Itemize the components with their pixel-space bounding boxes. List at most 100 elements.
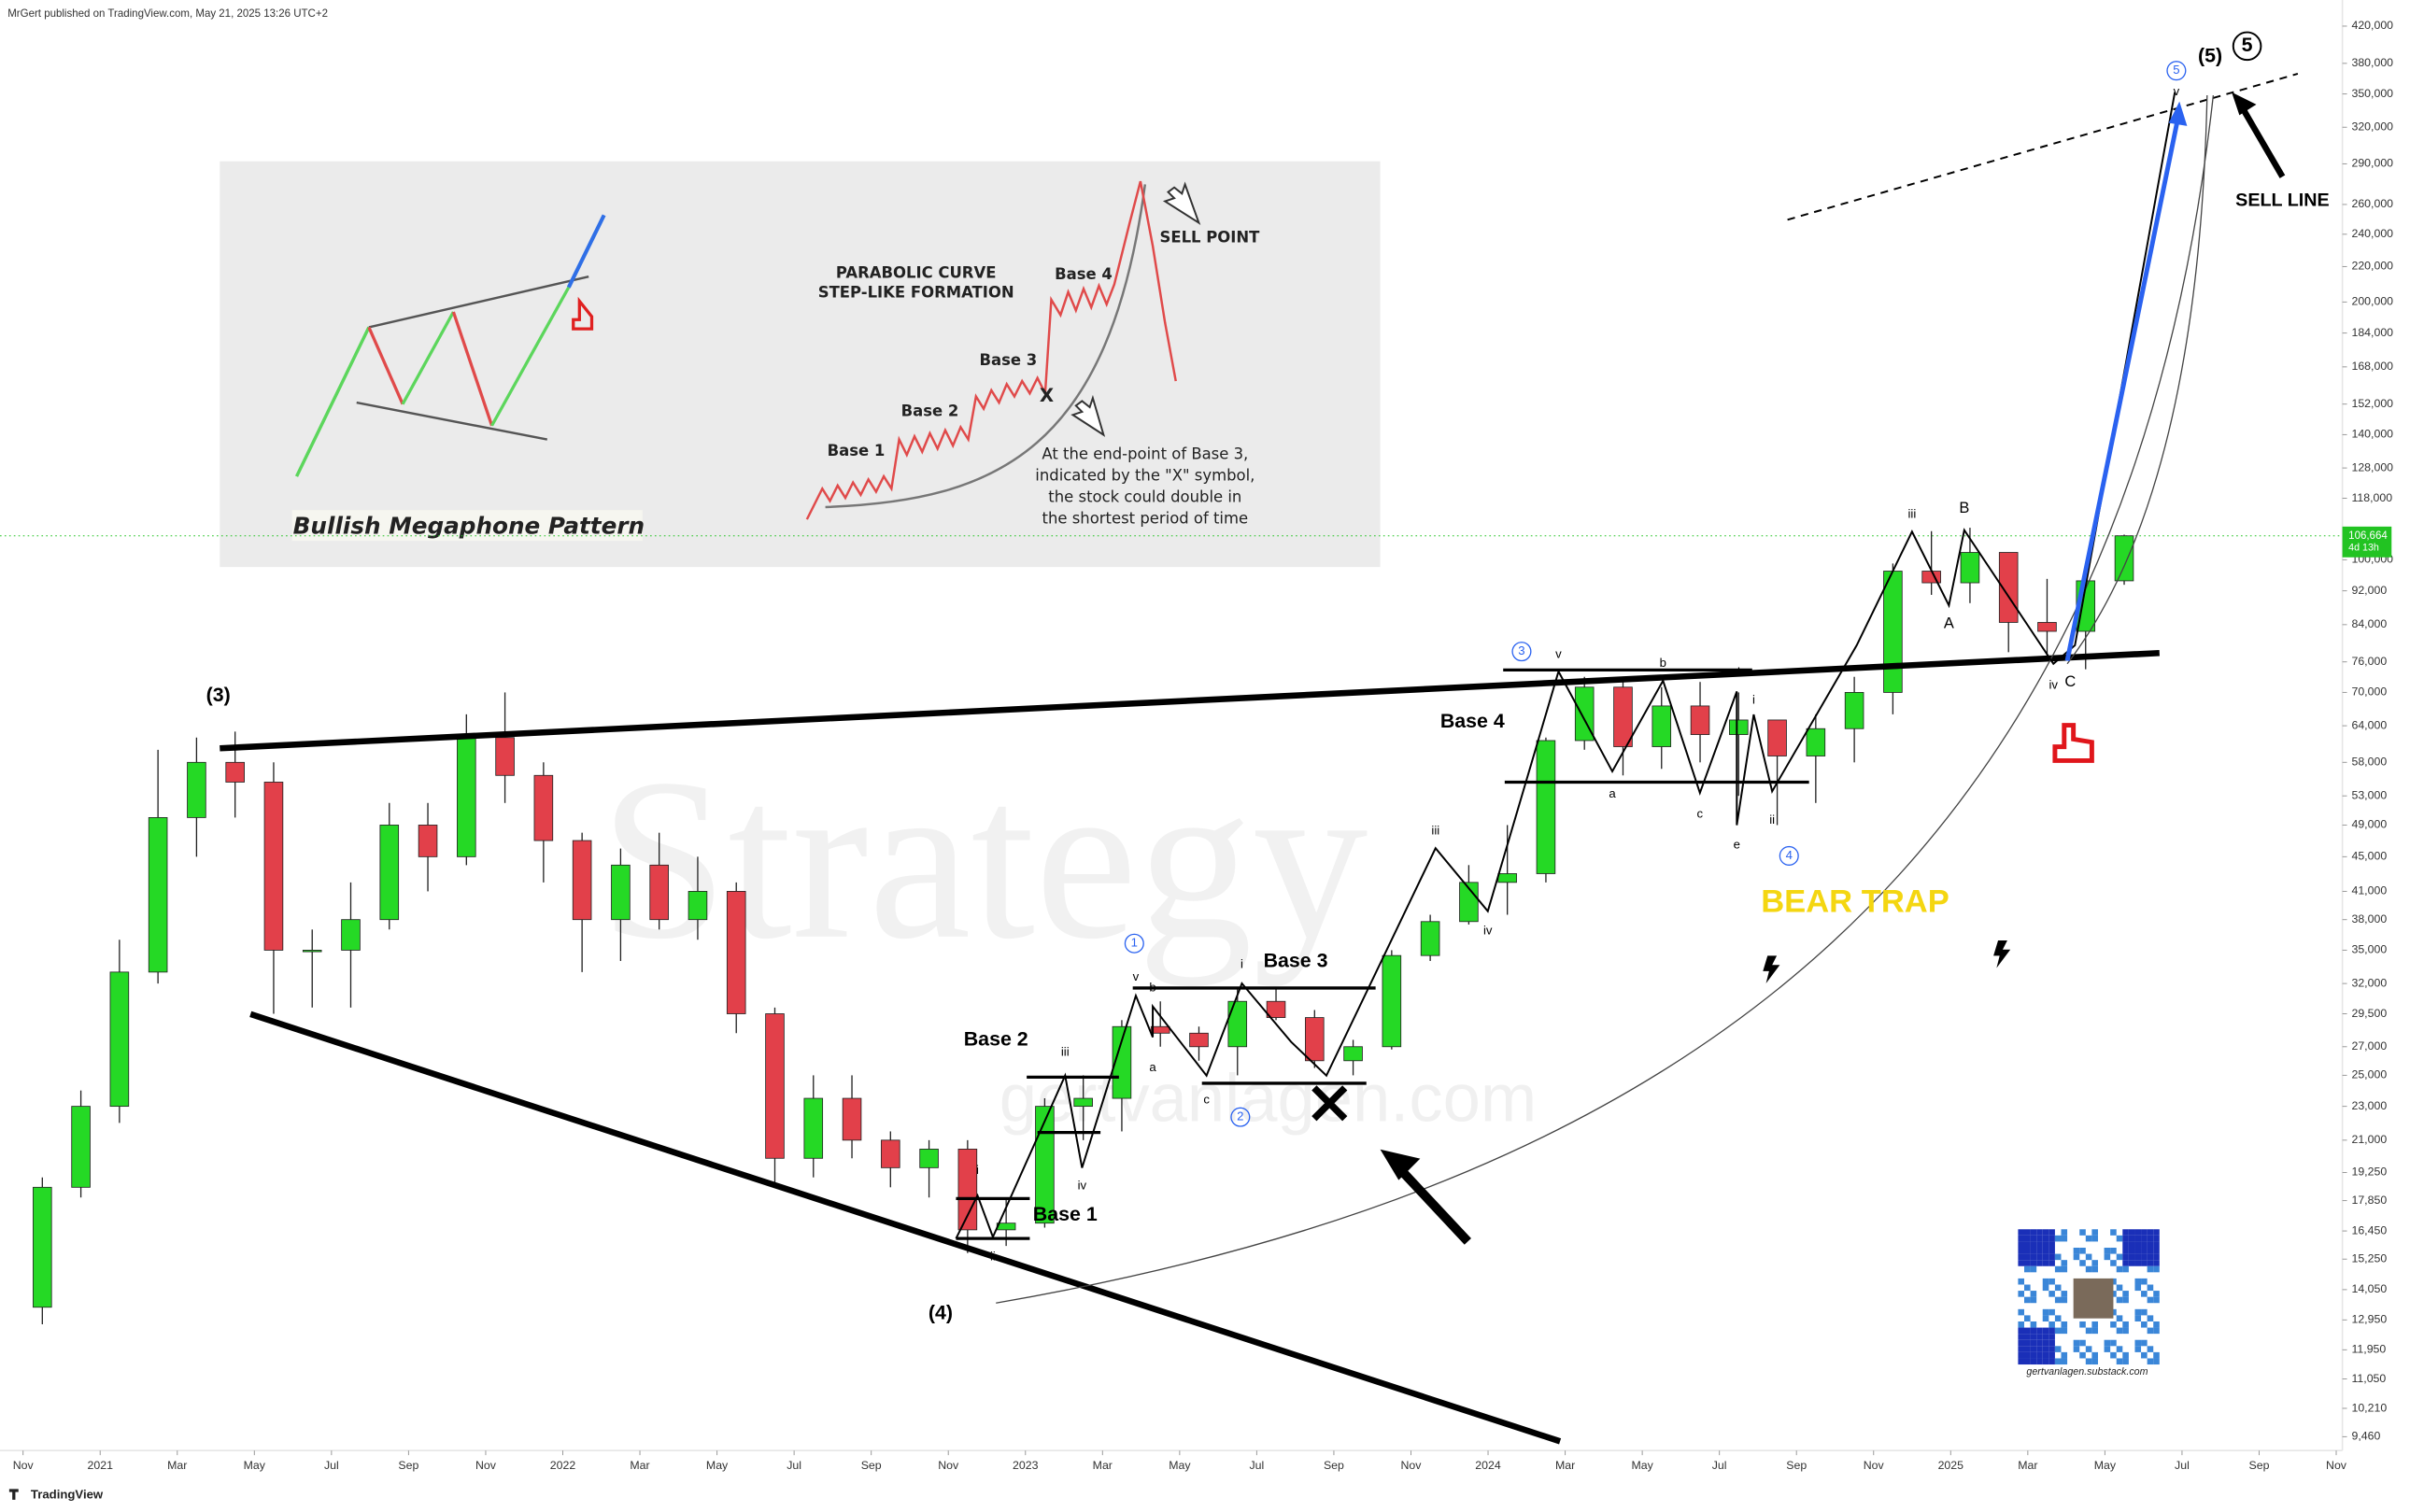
qr-cell (2054, 1327, 2062, 1335)
qr-cell (2042, 1253, 2049, 1261)
x-tick-label: Sep (861, 1459, 882, 1472)
qr-cell (2134, 1346, 2142, 1352)
candle (533, 762, 554, 883)
qr-cell (2048, 1260, 2055, 1266)
qr-cell (2147, 1315, 2154, 1321)
candle (418, 802, 438, 892)
inset-line (367, 326, 404, 405)
qr-cell (2116, 1265, 2123, 1273)
footer-logo: TradingView (31, 1487, 104, 1501)
qr-cell (2030, 1334, 2037, 1340)
inset-line (401, 311, 455, 405)
price-badge-label: 106,664 (2348, 530, 2388, 542)
candle-body (919, 1149, 939, 1168)
candle-body (1844, 692, 1864, 729)
annotation: 1 (1131, 936, 1138, 950)
qr-cell (2134, 1241, 2142, 1249)
qr-cell (2054, 1235, 2062, 1242)
qr-cell (2122, 1296, 2129, 1304)
y-tick-label: 49,000 (2351, 818, 2387, 831)
qr-cell (2110, 1351, 2117, 1359)
candle-body (803, 1097, 824, 1159)
qr-cell (2061, 1321, 2068, 1328)
y-tick-label: 168,000 (2351, 360, 2393, 373)
qr-cell (2128, 1248, 2135, 1254)
qr-cell (2030, 1260, 2037, 1266)
candle (1305, 1010, 1325, 1068)
annotation: iv (1483, 924, 1493, 938)
qr-code (2018, 1229, 2160, 1365)
inset-line (566, 214, 606, 289)
candle-body (533, 774, 554, 841)
qr-cell (2061, 1265, 2068, 1273)
x-tick-label: May (1631, 1459, 1653, 1472)
annotation: (5) (2198, 45, 2222, 67)
annotation: b (1149, 980, 1155, 994)
candle-body (1420, 921, 1440, 956)
annotation: 5 (2173, 63, 2179, 77)
lightning (1763, 955, 1780, 984)
candle (379, 802, 400, 930)
publish-header: MrGert published on TradingView.com, May… (7, 8, 328, 20)
candle-body (109, 971, 130, 1108)
qr-cell (2141, 1291, 2148, 1297)
inset-steps (805, 180, 1177, 520)
qr-cell (2018, 1327, 2025, 1335)
qr-cell (2036, 1346, 2043, 1352)
qr-cell (2110, 1339, 2117, 1347)
qr-cell (2018, 1278, 2025, 1285)
candle-body (1305, 1017, 1325, 1062)
y-tick-label: 14,050 (2351, 1282, 2387, 1295)
qr-cell (2073, 1339, 2080, 1347)
qr-cell (2153, 1351, 2160, 1359)
qr-cell (2054, 1265, 2062, 1273)
qr-cell (2024, 1358, 2031, 1365)
y-tick-label: 32,000 (2351, 976, 2387, 989)
qr-cell (2048, 1358, 2055, 1365)
qr-cell (2024, 1241, 2031, 1249)
candle-body (726, 891, 746, 1014)
candle (109, 940, 130, 1123)
qr-cell (2147, 1241, 2154, 1249)
annotation: v (1133, 969, 1140, 983)
y-tick-label: 200,000 (2351, 295, 2393, 308)
wave-circle (1124, 933, 1144, 954)
inset-note: At the end-point of Base 3, (1042, 445, 1248, 463)
candle (1536, 737, 1556, 883)
x-tick-label: Mar (167, 1459, 187, 1472)
candle (2037, 578, 2057, 657)
annotation: (3) (206, 684, 231, 706)
annotation: a (1609, 786, 1616, 800)
annotation: 3 (1518, 643, 1524, 657)
annotation: iii (1061, 1045, 1070, 1059)
qr-cell (2091, 1321, 2098, 1328)
sell-line (1787, 73, 2299, 221)
candle (1883, 563, 1903, 714)
candle-body (1729, 719, 1749, 735)
qr-cell (2030, 1248, 2037, 1254)
candle (688, 856, 708, 940)
hand-icon (2052, 723, 2094, 763)
candle (341, 882, 361, 1008)
qr-cell (2030, 1339, 2037, 1347)
candle (495, 692, 515, 803)
candle-body (2114, 535, 2134, 582)
candle-body (1189, 1032, 1209, 1048)
candle-body (1960, 552, 1980, 584)
qr-cell (2036, 1229, 2043, 1236)
candle (71, 1090, 91, 1198)
qr-cell (2141, 1241, 2148, 1249)
qr-cell (2134, 1235, 2142, 1242)
candle (1806, 714, 1826, 803)
qr-cell (2042, 1235, 2049, 1242)
x-tick-label: Mar (2018, 1459, 2037, 1472)
price-badge-countdown: 4d 13h (2348, 543, 2379, 554)
qr-cell (2147, 1358, 2154, 1365)
qr-cell (2104, 1346, 2111, 1352)
qr-cell (2141, 1308, 2148, 1316)
y-tick-label: 21,000 (2351, 1133, 2387, 1146)
qr-cell (2147, 1235, 2154, 1242)
qr-cell (2153, 1296, 2160, 1304)
annotation: i (1752, 693, 1755, 707)
x-tick-label: 2021 (88, 1459, 114, 1472)
